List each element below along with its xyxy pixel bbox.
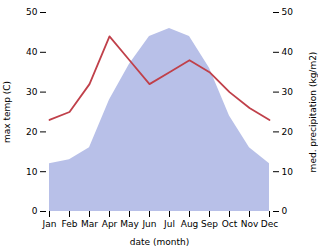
svg-text:30: 30 <box>26 87 38 97</box>
svg-text:30: 30 <box>282 87 294 97</box>
svg-text:20: 20 <box>282 127 294 137</box>
svg-text:10: 10 <box>26 167 38 177</box>
svg-text:Jun: Jun <box>141 219 156 229</box>
svg-text:20: 20 <box>26 127 38 137</box>
svg-text:Oct: Oct <box>222 219 238 229</box>
svg-text:0: 0 <box>32 206 38 216</box>
svg-text:0: 0 <box>282 206 288 216</box>
svg-text:Jul: Jul <box>163 219 175 229</box>
svg-text:date (month): date (month) <box>130 237 189 247</box>
svg-text:10: 10 <box>282 167 294 177</box>
svg-text:50: 50 <box>282 7 294 17</box>
svg-text:50: 50 <box>26 7 38 17</box>
svg-text:Jan: Jan <box>42 219 57 229</box>
svg-text:Nov: Nov <box>241 219 259 229</box>
svg-text:max temp (C): max temp (C) <box>2 81 12 143</box>
svg-text:med. precipitation (kg/m2): med. precipitation (kg/m2) <box>308 52 318 173</box>
svg-text:Apr: Apr <box>102 219 118 229</box>
svg-text:Mar: Mar <box>81 219 98 229</box>
svg-text:Dec: Dec <box>261 219 278 229</box>
svg-text:40: 40 <box>282 47 294 57</box>
svg-text:Feb: Feb <box>62 219 78 229</box>
svg-text:Aug: Aug <box>181 219 199 229</box>
svg-text:40: 40 <box>26 47 38 57</box>
svg-text:May: May <box>120 219 139 229</box>
svg-text:Sep: Sep <box>201 219 218 229</box>
